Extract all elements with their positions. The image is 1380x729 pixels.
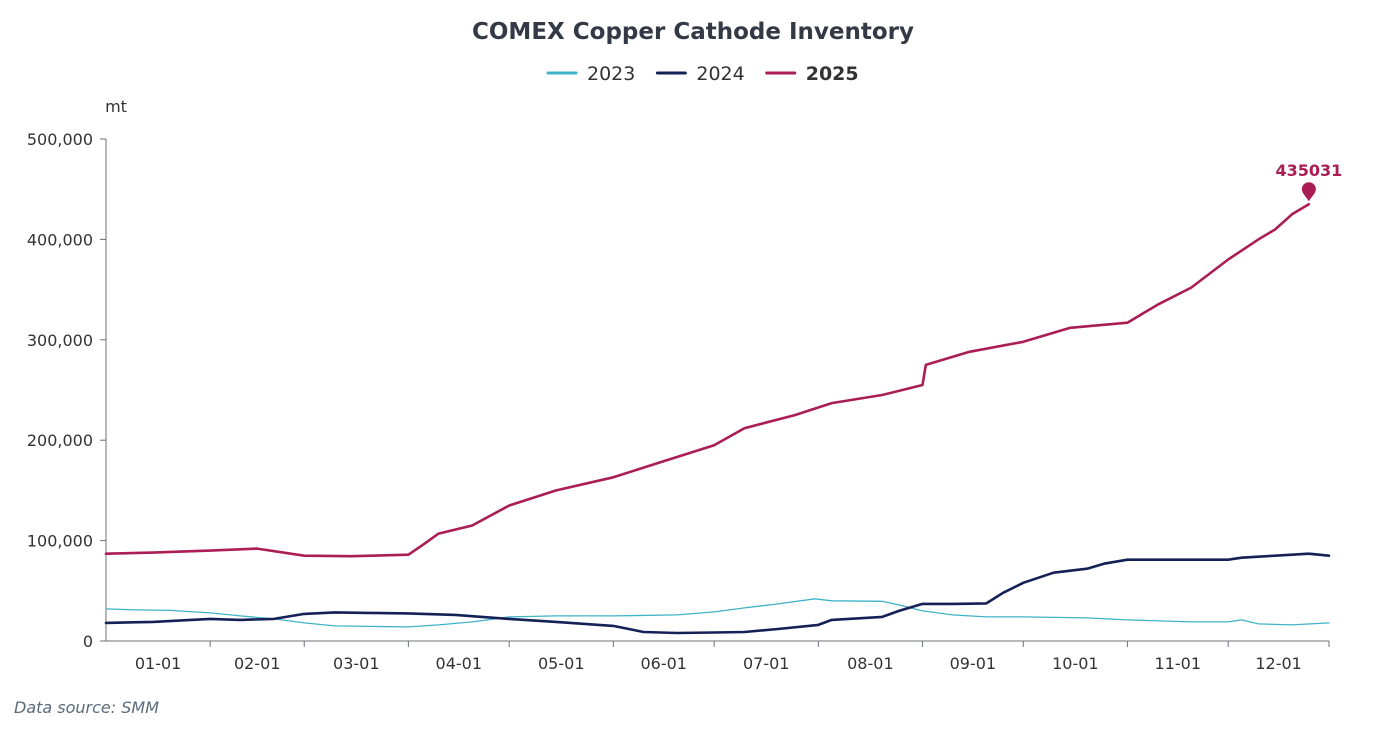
legend: 2023 2024 2025 bbox=[546, 63, 859, 85]
series-line-2025 bbox=[104, 202, 1311, 558]
x-tick-label: 03-01 bbox=[333, 654, 380, 673]
x-axis: 01-01 02-01 03-01 04-01 05-01 06-01 07-01 08-01… bbox=[106, 640, 1330, 673]
x-tick-label: 07-01 bbox=[743, 654, 790, 673]
end-marker-pin bbox=[1301, 182, 1316, 202]
x-tick-label: 02-01 bbox=[234, 654, 281, 673]
x-tick-label: 04-01 bbox=[436, 654, 483, 673]
y-tick-label: 500,000 bbox=[27, 130, 93, 149]
x-tick-label: 06-01 bbox=[640, 654, 687, 673]
y-tick-label: 300,000 bbox=[27, 331, 93, 350]
y-tick-label: 400,000 bbox=[27, 230, 93, 249]
y-tick-label: 0 bbox=[83, 632, 93, 651]
legend-label: 2025 bbox=[806, 63, 859, 85]
x-tick-label: 09-01 bbox=[950, 654, 997, 673]
series-line-2024 bbox=[104, 552, 1331, 635]
y-tick-label: 100,000 bbox=[27, 532, 93, 551]
series-lines bbox=[104, 202, 1331, 635]
legend-label: 2023 bbox=[587, 63, 635, 85]
x-tick-label: 01-01 bbox=[135, 654, 182, 673]
x-tick-label: 10-01 bbox=[1052, 654, 1099, 673]
series-line-2023 bbox=[105, 598, 1330, 628]
chart-title: COMEX Copper Cathode Inventory bbox=[472, 19, 914, 45]
x-tick-label: 11-01 bbox=[1155, 654, 1202, 673]
end-marker-label: 435031 bbox=[1275, 161, 1342, 180]
y-tick-label: 200,000 bbox=[27, 431, 93, 450]
y-axis-unit-label: mt bbox=[105, 97, 127, 116]
y-axis: 0 100,000 200,000 300,000 400,000 500,000 bbox=[27, 130, 107, 651]
x-tick-label: 12-01 bbox=[1255, 654, 1302, 673]
end-marker: 435031 bbox=[1275, 161, 1342, 202]
x-tick-label: 08-01 bbox=[847, 654, 894, 673]
data-source-note: Data source: SMM bbox=[14, 698, 159, 717]
x-tick-label: 05-01 bbox=[538, 654, 585, 673]
legend-label: 2024 bbox=[696, 63, 744, 85]
